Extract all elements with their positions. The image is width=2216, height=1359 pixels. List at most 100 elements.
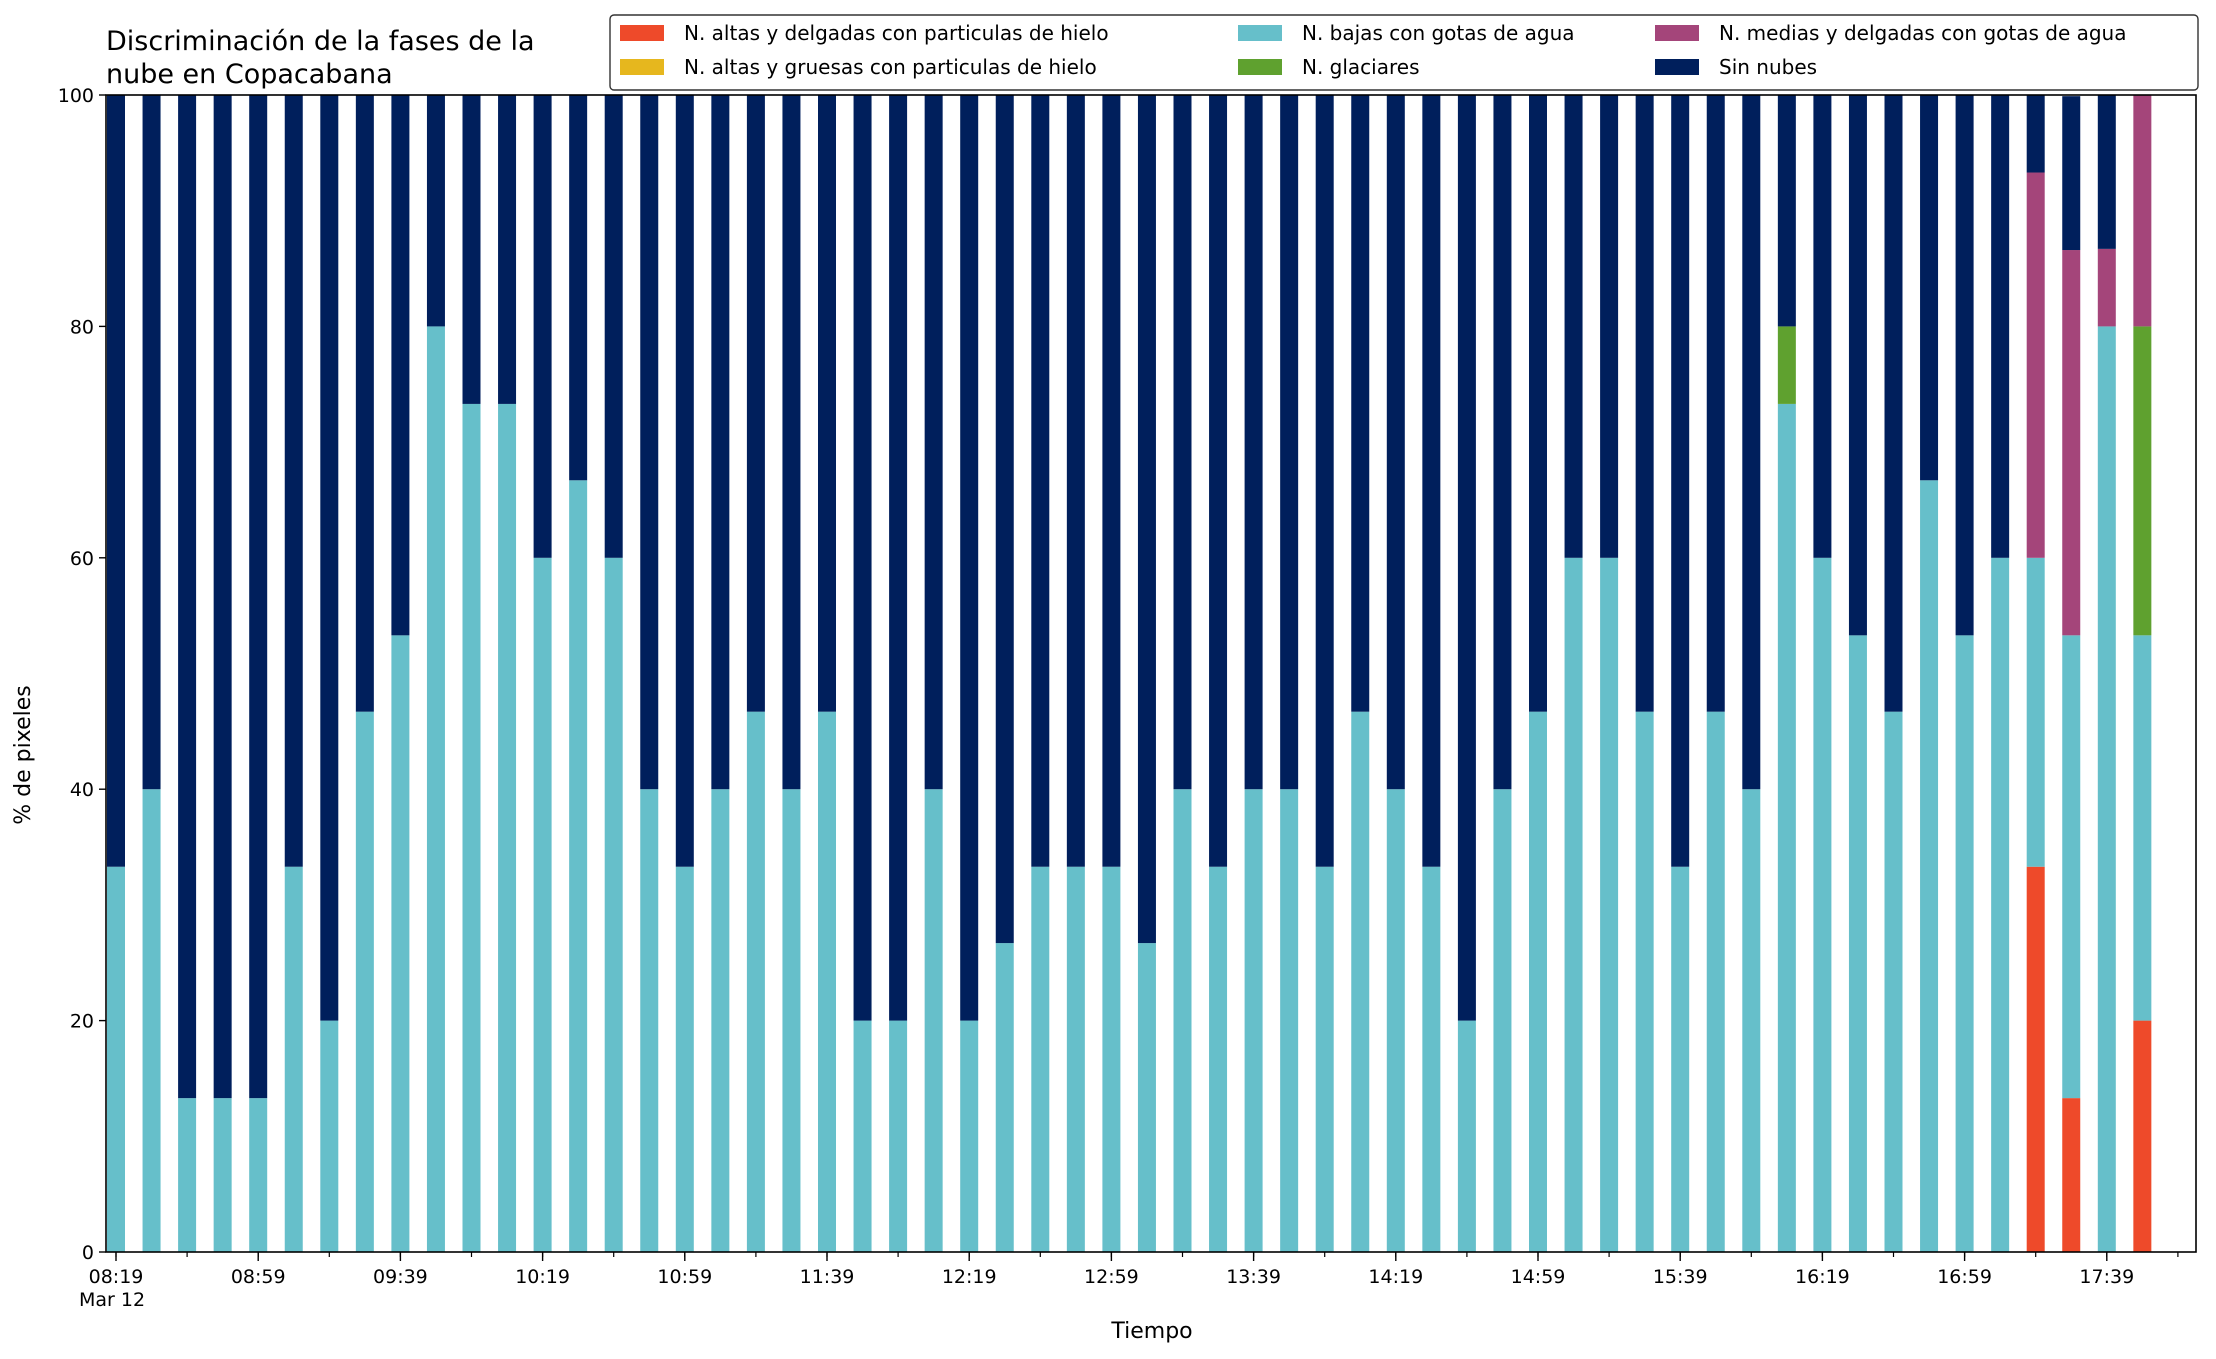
bar-segment-s2-c48 [1813,557,1832,1252]
x-tick-label: 10:19 [515,1266,570,1288]
bar-segment-s5-c38 [1457,95,1476,1021]
bar-segment-s5-c34 [1315,95,1334,867]
bar-segment-s2-c12 [533,557,552,1252]
title-line: Discriminación de la fases de la [106,26,535,57]
x-tick-label: 16:59 [1937,1266,1992,1288]
bar-segment-s5-c31 [1209,95,1228,867]
bar-segment-s2-c44 [1671,866,1690,1252]
bar-segment-s5-c21 [853,95,872,1021]
bar-segment-s2-c36 [1386,789,1405,1252]
x-tick-label: 17:39 [2079,1266,2134,1288]
bar-segment-s5-c51 [1920,95,1939,481]
bar-segment-s4-c57 [2133,95,2152,327]
bar-segment-s2-c1 [142,789,161,1252]
bar-segment-s5-c19 [782,95,801,790]
bar-segment-s5-c49 [1848,95,1867,636]
bar-segment-s5-c53 [1991,95,2010,558]
bar-segment-s5-c2 [178,95,197,1099]
bar-segment-s2-c47 [1777,403,1796,1252]
legend-swatch [1238,25,1282,41]
plot-frame [105,94,2197,1253]
bar-segment-s2-c4 [249,1098,268,1252]
legend-swatch [1655,59,1699,75]
bar-segment-s5-c12 [533,95,552,558]
legend-label: N. bajas con gotas de agua [1302,21,1575,45]
bar-segment-s2-c35 [1351,711,1370,1252]
bar-segment-s2-c52 [1955,635,1974,1252]
bar-segment-s2-c3 [213,1098,232,1252]
title-line: nube en Copacabana [106,59,393,90]
bar-segment-s5-c6 [320,95,339,1021]
bar-segment-s5-c45 [1706,95,1725,712]
bar-segment-s2-c2 [178,1098,197,1252]
bar-segment-s5-c24 [960,95,979,1021]
bar-segment-s3-c47 [1777,326,1796,404]
bar-segment-s5-c28 [1102,95,1121,867]
bar-segment-s5-c10 [462,95,481,404]
legend-label: N. medias y delgadas con gotas de agua [1719,21,2127,45]
bar-segment-s5-c3 [213,95,232,1099]
bar-segment-s2-c8 [391,635,410,1252]
legend-label: N. glaciares [1302,55,1420,79]
bar-segment-s5-c25 [995,95,1014,944]
bar-segment-s2-c57 [2133,635,2152,1021]
bar-segment-s2-c5 [284,866,303,1252]
y-tick-label: 60 [70,548,94,570]
x-tick-label: 16:19 [1795,1266,1850,1288]
x-tick-label: 14:59 [1511,1266,1566,1288]
bar-segment-s2-c18 [746,711,765,1252]
bar-segment-s2-c28 [1102,866,1121,1252]
bar-segment-s5-c30 [1173,95,1192,790]
bar-segment-s5-c29 [1137,95,1156,944]
bar-segment-s5-c33 [1280,95,1299,790]
bar-segment-s5-c27 [1066,95,1085,867]
bar-segment-s0-c54 [2026,866,2045,1252]
bar-segment-s5-c50 [1884,95,1903,712]
legend-frame [609,14,2199,91]
bar-segment-s2-c24 [960,1020,979,1252]
bar-segment-s2-c55 [2062,635,2081,1099]
bar-segment-s5-c4 [249,95,268,1099]
bar-segment-s2-c10 [462,403,481,1252]
bar-segment-s2-c29 [1137,943,1156,1252]
bar-segment-s5-c44 [1671,95,1690,867]
bar-segment-s5-c41 [1564,95,1583,558]
bar-segment-s2-c0 [107,866,125,1252]
x-tick-label: 12:19 [942,1266,997,1288]
bar-segment-s5-c32 [1244,95,1263,790]
bar-segment-s4-c54 [2026,172,2045,558]
legend-swatch [1238,59,1282,75]
x-tick-label: 11:39 [800,1266,855,1288]
legend-label: N. altas y delgadas con particulas de hi… [684,21,1109,45]
x-tick-label: 14:19 [1368,1266,1423,1288]
bar-segment-s2-c40 [1529,711,1547,1252]
bar-segment-s2-c6 [320,1020,339,1252]
x-tick-label: 10:59 [657,1266,712,1288]
bar-segment-s5-c55 [2062,96,2081,251]
legend: N. altas y delgadas con particulas de hi… [609,14,2199,91]
x-tick-label: 08:59 [231,1266,286,1288]
bar-segment-s5-c20 [818,95,836,712]
bar-segment-s2-c37 [1422,866,1441,1252]
bar-segment-s2-c45 [1706,711,1725,1252]
bar-segment-s2-c31 [1209,866,1228,1252]
bar-segment-s2-c54 [2026,557,2045,867]
bar-segment-s2-c7 [355,711,374,1252]
bar-segment-s5-c1 [142,95,161,790]
bar-segment-s2-c20 [818,711,836,1252]
bar-segment-s5-c0 [107,95,125,867]
x-tick-label: 09:39 [373,1266,428,1288]
bar-segment-s2-c39 [1493,789,1512,1252]
bar-segment-s2-c22 [889,1020,908,1252]
bars-layer [107,95,2152,1252]
y-tick-label: 80 [70,316,94,338]
bar-segment-s5-c48 [1813,95,1832,558]
bar-segment-s2-c25 [995,943,1014,1252]
bar-segment-s5-c40 [1529,95,1547,712]
bar-segment-s2-c38 [1457,1020,1476,1252]
bar-segment-s2-c49 [1848,635,1867,1252]
bar-segment-s2-c21 [853,1020,872,1252]
bar-segment-s5-c35 [1351,95,1370,712]
bar-segment-s2-c46 [1742,789,1761,1252]
